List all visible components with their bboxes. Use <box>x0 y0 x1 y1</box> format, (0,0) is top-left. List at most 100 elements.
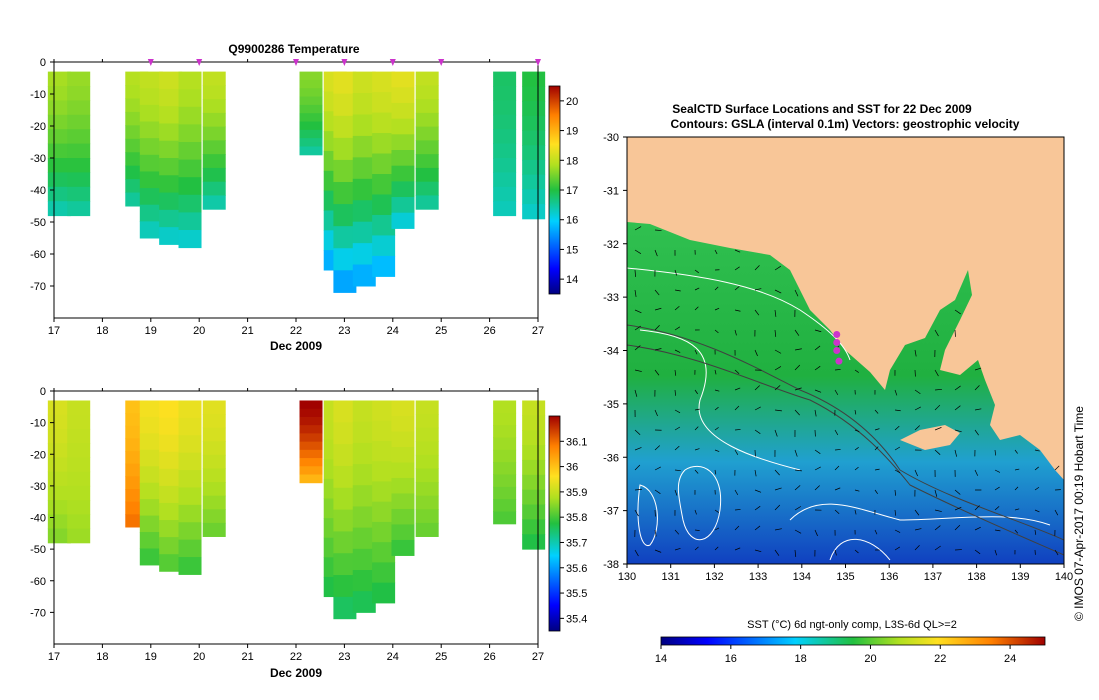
velocity-vector <box>654 409 658 417</box>
seal-locations <box>833 330 843 365</box>
profile-cell <box>139 515 163 533</box>
x-tick-label: 26 <box>483 325 495 337</box>
velocity-vector <box>634 549 639 557</box>
velocity-vector <box>694 408 700 411</box>
x-tick-label: 26 <box>483 651 495 663</box>
profile-cell <box>522 174 546 190</box>
seal-location-point <box>835 357 843 365</box>
y-tick-label: -34 <box>603 346 619 358</box>
profile-cell <box>299 71 323 81</box>
profile-cell <box>372 71 396 93</box>
velocity-vector <box>714 389 720 392</box>
temperature-colorbar <box>548 85 561 295</box>
profile-cell <box>67 471 91 487</box>
profile-cell <box>522 459 546 476</box>
profile-cell <box>415 154 439 169</box>
profile-cell <box>139 221 163 239</box>
profile-cell <box>333 204 357 227</box>
profile-cell <box>139 482 163 500</box>
sst-map-panel: SealCTD Surface Locations and SST for 22… <box>603 102 1086 665</box>
velocity-vector <box>894 425 900 431</box>
velocity-vector <box>774 265 782 271</box>
colorbar-tick-label: 35.5 <box>566 588 587 600</box>
profile-cell <box>178 71 202 90</box>
velocity-vector <box>674 349 681 353</box>
velocity-vector <box>654 445 661 451</box>
velocity-vector <box>794 329 800 336</box>
profile-cell <box>493 437 517 451</box>
velocity-vector <box>1014 508 1020 511</box>
velocity-vector <box>914 509 920 516</box>
x-tick-label: 139 <box>1011 571 1029 583</box>
profile-cell <box>415 414 439 429</box>
velocity-vector <box>734 547 741 551</box>
velocity-vector <box>754 265 760 271</box>
profile-cell <box>299 449 323 459</box>
temperature-colorbar-ticks: 14 15 16 17 18 19 20 <box>560 96 578 286</box>
profile-cell <box>178 435 202 454</box>
x-tick-label: 131 <box>662 571 680 583</box>
profile-cell <box>333 487 357 511</box>
profile-cell <box>67 129 91 145</box>
velocity-vector <box>734 286 740 291</box>
velocity-vector <box>734 489 739 496</box>
profile-cell <box>372 214 396 236</box>
profile-cell <box>415 468 439 483</box>
velocity-vector <box>794 289 799 297</box>
profile-cell <box>159 485 183 504</box>
velocity-vector <box>794 409 800 416</box>
velocity-vector <box>814 449 821 454</box>
velocity-vector <box>794 529 802 534</box>
profile-cell <box>67 400 91 416</box>
velocity-vector <box>634 345 641 351</box>
x-tick-label: 138 <box>967 571 985 583</box>
seal-location-point <box>833 338 841 346</box>
profile-cell <box>67 514 91 530</box>
profile-cell <box>178 194 202 213</box>
profile-cell <box>299 79 323 89</box>
profile-cell <box>522 101 546 117</box>
profile-cell <box>391 118 415 135</box>
velocity-vector <box>934 449 941 455</box>
velocity-vector <box>694 269 699 274</box>
profile-cell <box>178 142 202 161</box>
profile-cell <box>391 539 415 556</box>
velocity-vector <box>834 369 841 371</box>
velocity-vector <box>934 427 942 431</box>
velocity-vector <box>634 369 642 372</box>
profile-cell <box>139 171 163 189</box>
profile-cell <box>67 485 91 501</box>
profile-cell <box>391 508 415 525</box>
profile-cell <box>493 186 517 202</box>
profile-cell <box>372 133 396 155</box>
velocity-vector <box>914 425 920 431</box>
imos-credit: © IMOS 07-Apr-2017 00:19 Hobart Time <box>1072 406 1086 621</box>
velocity-vector <box>634 226 642 231</box>
velocity-vector <box>954 506 962 511</box>
velocity-vector <box>694 546 699 551</box>
profile-marker <box>196 59 203 66</box>
profile-cell <box>372 501 396 523</box>
colorbar-tick-label: 14 <box>566 274 578 286</box>
profile-cell <box>139 548 163 566</box>
x-tick-label: 136 <box>880 571 898 583</box>
velocity-vector <box>714 329 719 334</box>
velocity-vector <box>854 509 857 515</box>
profile-cell <box>391 165 415 182</box>
temperature-y-ticks: 0 -10 -20 -30 -40 -50 -60 -70 <box>30 57 54 293</box>
profile-cell <box>202 454 226 469</box>
velocity-vector <box>714 527 720 531</box>
y-tick-label: -70 <box>30 607 46 619</box>
profile-cell <box>67 100 91 116</box>
profile-cell <box>299 129 323 139</box>
velocity-vector <box>674 426 681 431</box>
x-tick-label: 132 <box>705 571 723 583</box>
sst-colorbar-ticks: 14 16 18 20 22 24 <box>655 645 1016 665</box>
profile-cell <box>493 100 517 116</box>
velocity-vector <box>934 369 939 377</box>
profile-cell <box>493 449 517 463</box>
map-title: SealCTD Surface Locations and SST for 22… <box>672 102 972 116</box>
velocity-vector <box>714 249 718 255</box>
velocity-vector <box>674 529 680 535</box>
profile-cell <box>391 71 415 88</box>
